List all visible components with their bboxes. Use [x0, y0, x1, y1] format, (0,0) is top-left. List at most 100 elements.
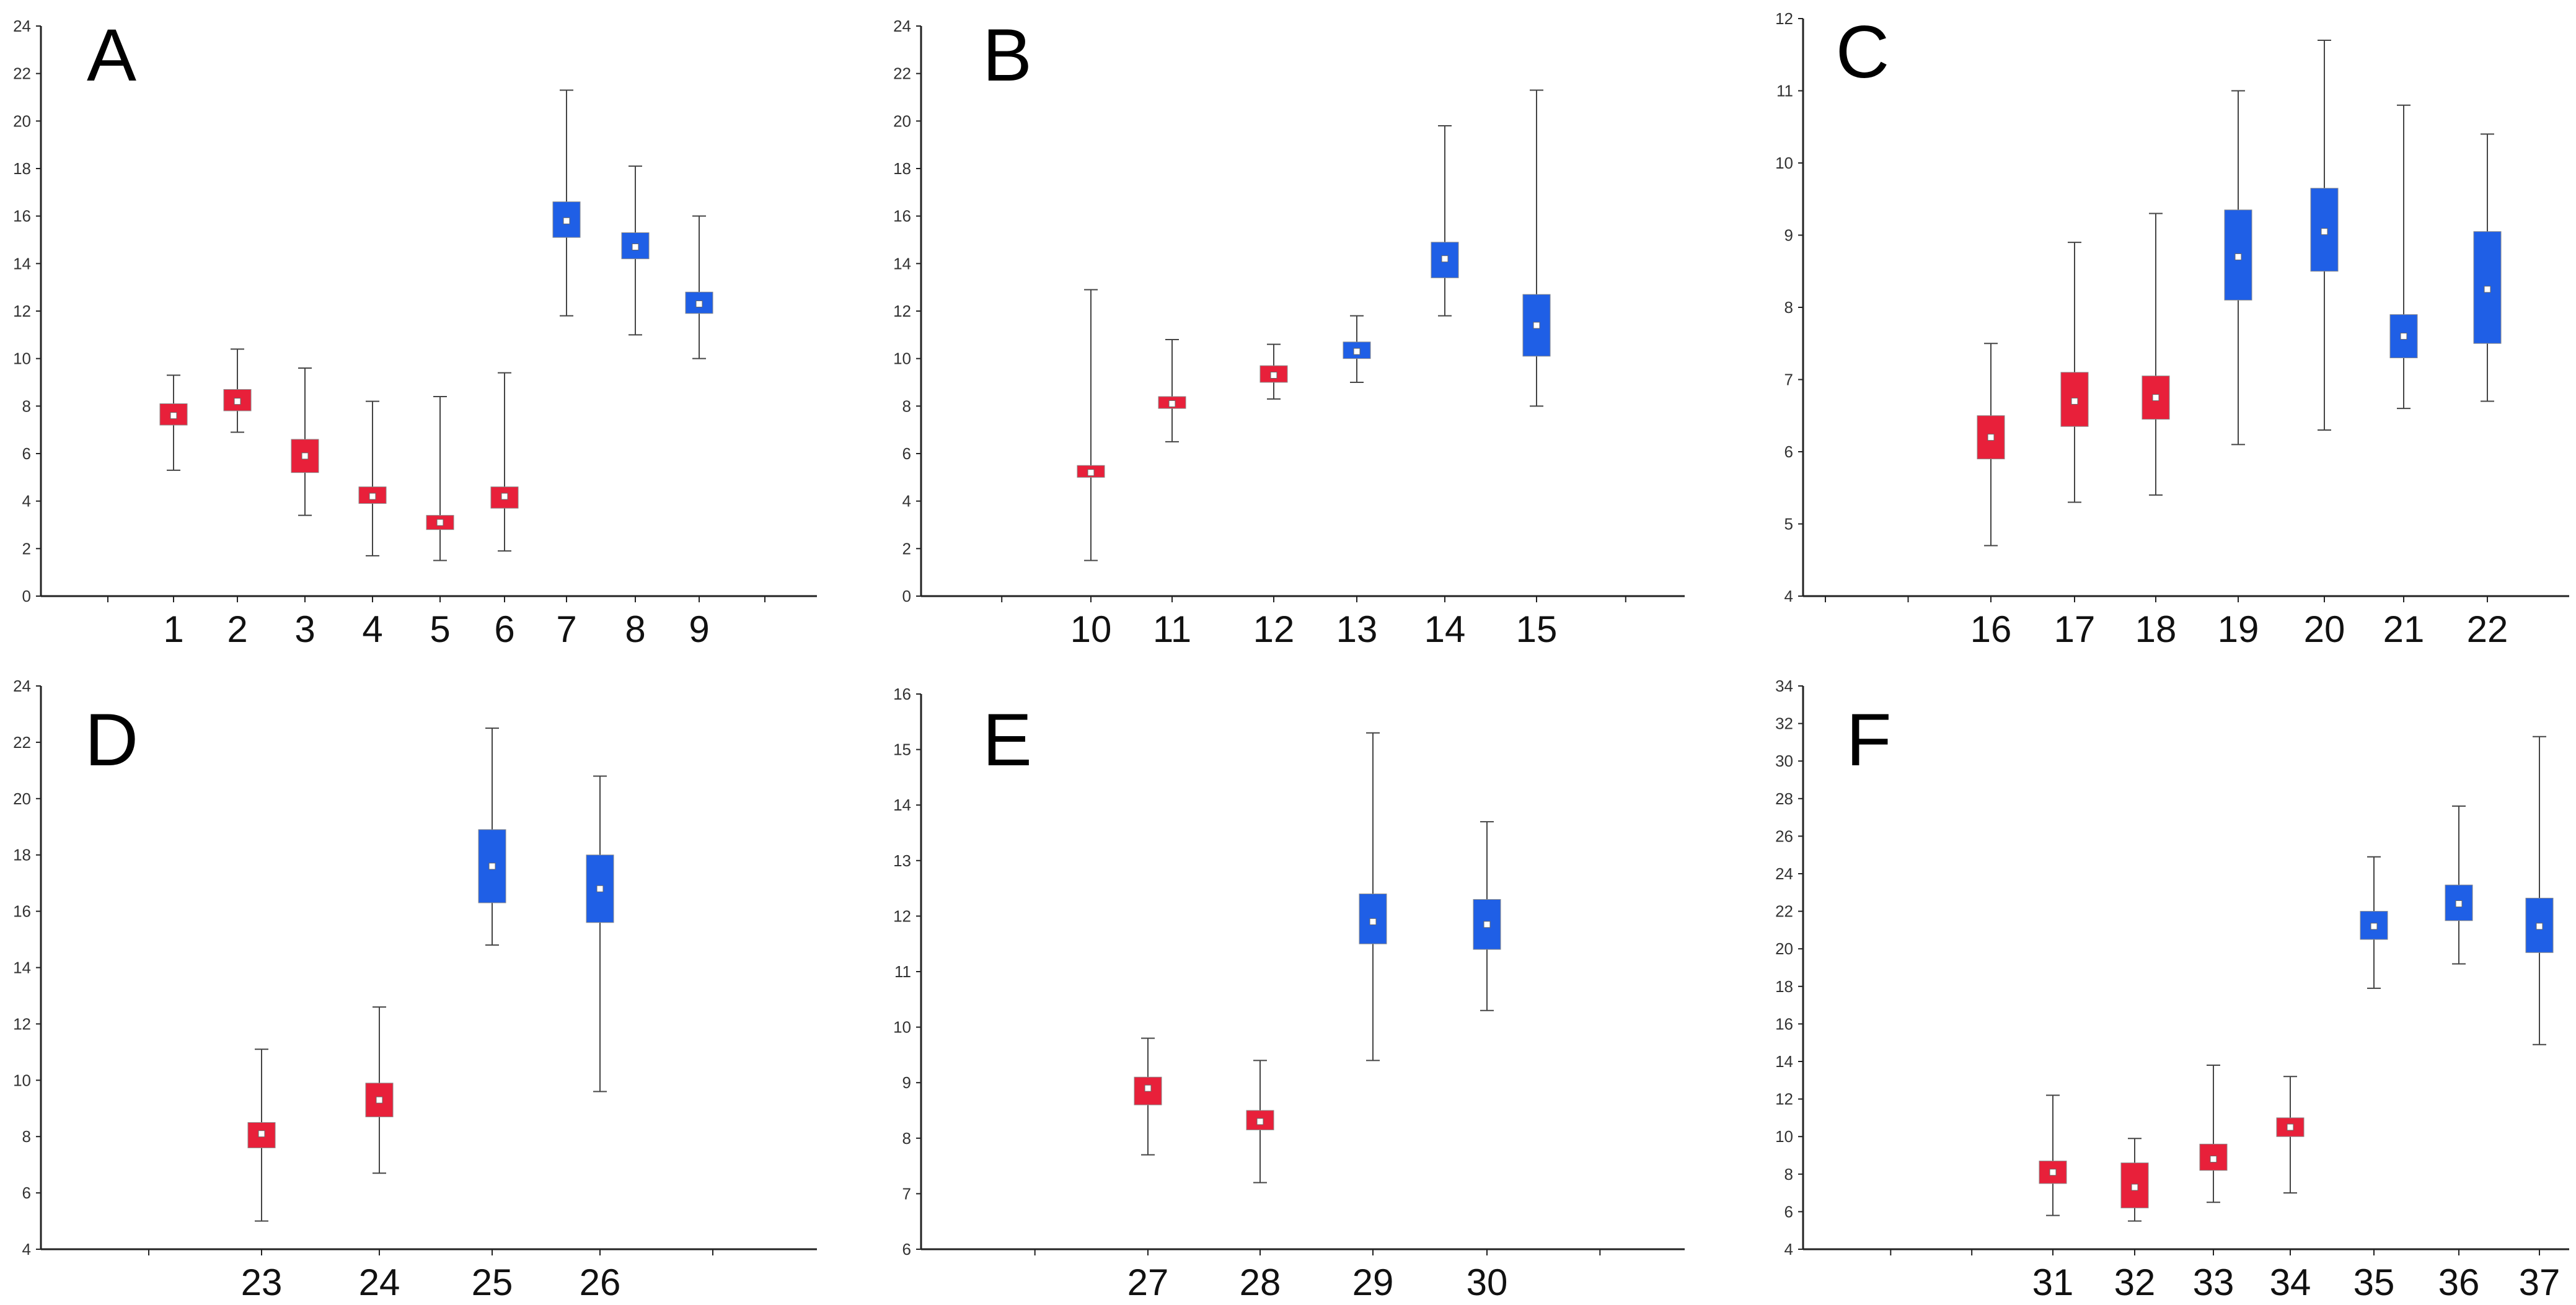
- box-27: 27: [1127, 1037, 1169, 1303]
- box-36: 36: [2438, 805, 2479, 1303]
- mean-marker-36: [2455, 900, 2463, 907]
- panel-letter-d: D: [85, 698, 139, 781]
- y-tick-label-c: 5: [1784, 515, 1793, 534]
- mean-marker-8: [632, 244, 639, 250]
- mean-marker-13: [1353, 348, 1361, 355]
- y-tick-label-c: 7: [1784, 371, 1793, 389]
- category-label-31: 31: [2032, 1262, 2074, 1303]
- mean-marker-27: [1144, 1084, 1152, 1092]
- box-10: 10: [1070, 289, 1112, 650]
- y-tick-label-a: 8: [22, 397, 31, 415]
- category-label-17: 17: [2054, 609, 2096, 650]
- mean-marker-6: [501, 493, 508, 500]
- category-label-4: 4: [362, 609, 382, 650]
- y-tick-label-c: 8: [1784, 298, 1793, 317]
- y-tick-label-d: 20: [13, 789, 31, 808]
- y-tick-label-d: 24: [13, 677, 31, 695]
- category-label-7: 7: [556, 609, 576, 650]
- box-31: 31: [2032, 1094, 2074, 1303]
- y-tick-label-b: 4: [902, 492, 911, 511]
- category-label-16: 16: [1970, 609, 2012, 650]
- category-label-34: 34: [2270, 1262, 2311, 1303]
- box-16: 16: [1970, 343, 2012, 650]
- mean-marker-20: [2321, 228, 2328, 235]
- box-6: 6: [490, 372, 519, 650]
- mean-marker-22: [2484, 286, 2491, 293]
- mean-marker-10: [1087, 469, 1095, 477]
- y-tick-label-d: 12: [13, 1014, 31, 1033]
- box-19: 19: [2218, 90, 2259, 650]
- y-tick-label-e: 14: [893, 796, 911, 814]
- y-tick-label-b: 22: [893, 64, 911, 83]
- box-29: 29: [1352, 732, 1394, 1303]
- box-13: 13: [1336, 315, 1377, 650]
- y-tick-label-c: 11: [1776, 82, 1793, 100]
- y-tick-label-f: 30: [1775, 752, 1793, 770]
- y-tick-label-d: 16: [13, 902, 31, 921]
- box-rect-31: [2039, 1161, 2067, 1184]
- box-35: 35: [2353, 856, 2394, 1303]
- category-label-37: 37: [2519, 1262, 2561, 1303]
- y-tick-label-e: 13: [893, 851, 911, 870]
- y-tick-label-e: 12: [893, 907, 911, 925]
- mean-marker-25: [488, 863, 496, 870]
- y-tick-label-f: 24: [1775, 864, 1793, 883]
- y-tick-label-e: 7: [902, 1184, 911, 1203]
- box-28: 28: [1240, 1060, 1281, 1303]
- y-tick-label-b: 18: [893, 159, 911, 178]
- y-tick-label-c: 6: [1784, 442, 1793, 461]
- category-label-21: 21: [2383, 609, 2425, 650]
- box-20: 20: [2304, 39, 2345, 650]
- panel-d: 4 6 8 10 12 14 16 18 20 22 24 D 23 24 25 26: [13, 677, 817, 1303]
- box-9: 9: [685, 215, 713, 650]
- y-tick-label-b: 12: [893, 302, 911, 320]
- mean-marker-35: [2370, 923, 2378, 930]
- category-label-2: 2: [227, 609, 247, 650]
- category-label-29: 29: [1352, 1262, 1394, 1303]
- y-tick-label-b: 24: [893, 17, 911, 35]
- y-tick-label-f: 8: [1784, 1165, 1793, 1184]
- category-label-23: 23: [241, 1262, 283, 1303]
- y-tick-label-e: 16: [893, 685, 911, 703]
- y-tick-label-a: 14: [13, 254, 31, 273]
- category-label-1: 1: [163, 609, 183, 650]
- y-tick-label-f: 28: [1775, 789, 1793, 808]
- y-tick-label-a: 24: [13, 17, 31, 35]
- mean-marker-30: [1483, 921, 1491, 928]
- y-tick-label-e: 8: [902, 1129, 911, 1148]
- box-rect-6: [490, 486, 519, 509]
- category-label-27: 27: [1127, 1262, 1169, 1303]
- category-label-28: 28: [1240, 1262, 1281, 1303]
- category-label-22: 22: [2467, 609, 2508, 650]
- box-5: 5: [426, 396, 454, 650]
- y-tick-label-c: 9: [1784, 226, 1793, 245]
- mean-marker-28: [1256, 1118, 1264, 1125]
- mean-marker-14: [1441, 255, 1449, 263]
- panel-letter-a: A: [87, 14, 136, 97]
- mean-marker-1: [170, 412, 177, 420]
- box-rect-16: [1977, 415, 2005, 460]
- y-tick-label-d: 14: [13, 959, 31, 977]
- y-tick-label-a: 10: [13, 349, 31, 368]
- mean-marker-21: [2400, 333, 2407, 340]
- category-label-25: 25: [472, 1262, 513, 1303]
- box-14: 14: [1424, 125, 1465, 650]
- box-2: 2: [223, 348, 252, 650]
- category-label-10: 10: [1070, 609, 1112, 650]
- mean-marker-32: [2131, 1184, 2138, 1191]
- y-tick-label-a: 6: [22, 444, 31, 463]
- y-tick-label-f: 20: [1775, 939, 1793, 958]
- y-tick-label-b: 14: [893, 254, 911, 273]
- y-tick-label-d: 4: [22, 1240, 31, 1259]
- panel-e: 6 7 8 9 10 11 12 13 14 15 16 E 27 28 29 30: [893, 685, 1685, 1303]
- y-tick-label-d: 6: [22, 1184, 31, 1202]
- y-tick-label-b: 8: [902, 397, 911, 415]
- category-label-30: 30: [1467, 1262, 1508, 1303]
- y-tick-label-c: 12: [1775, 9, 1793, 28]
- mean-marker-17: [2071, 397, 2078, 405]
- y-tick-label-b: 16: [893, 207, 911, 226]
- y-tick-label-f: 26: [1775, 827, 1793, 845]
- y-tick-label-a: 0: [22, 587, 31, 605]
- y-tick-label-e: 11: [894, 962, 911, 981]
